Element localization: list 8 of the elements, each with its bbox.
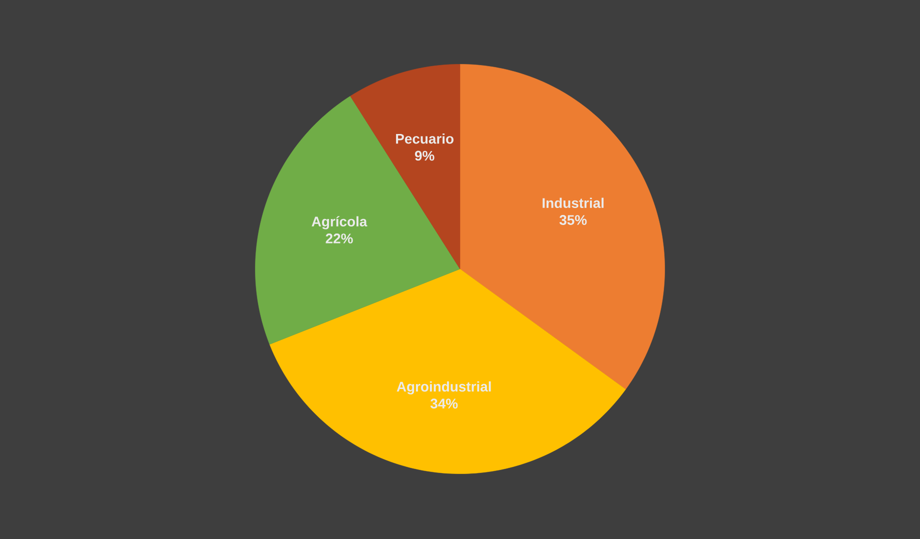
slice-label: Pecuario: [396, 133, 454, 144]
slice-label: Agrícola: [312, 216, 368, 230]
data-label: 9%: [414, 150, 434, 161]
data-label: 35%: [559, 215, 587, 225]
data-label: 34%: [430, 398, 458, 409]
data-label: 22%: [326, 234, 353, 244]
slice-label: Industrial: [542, 198, 604, 208]
slice-label: Agroindustrial: [396, 381, 491, 394]
